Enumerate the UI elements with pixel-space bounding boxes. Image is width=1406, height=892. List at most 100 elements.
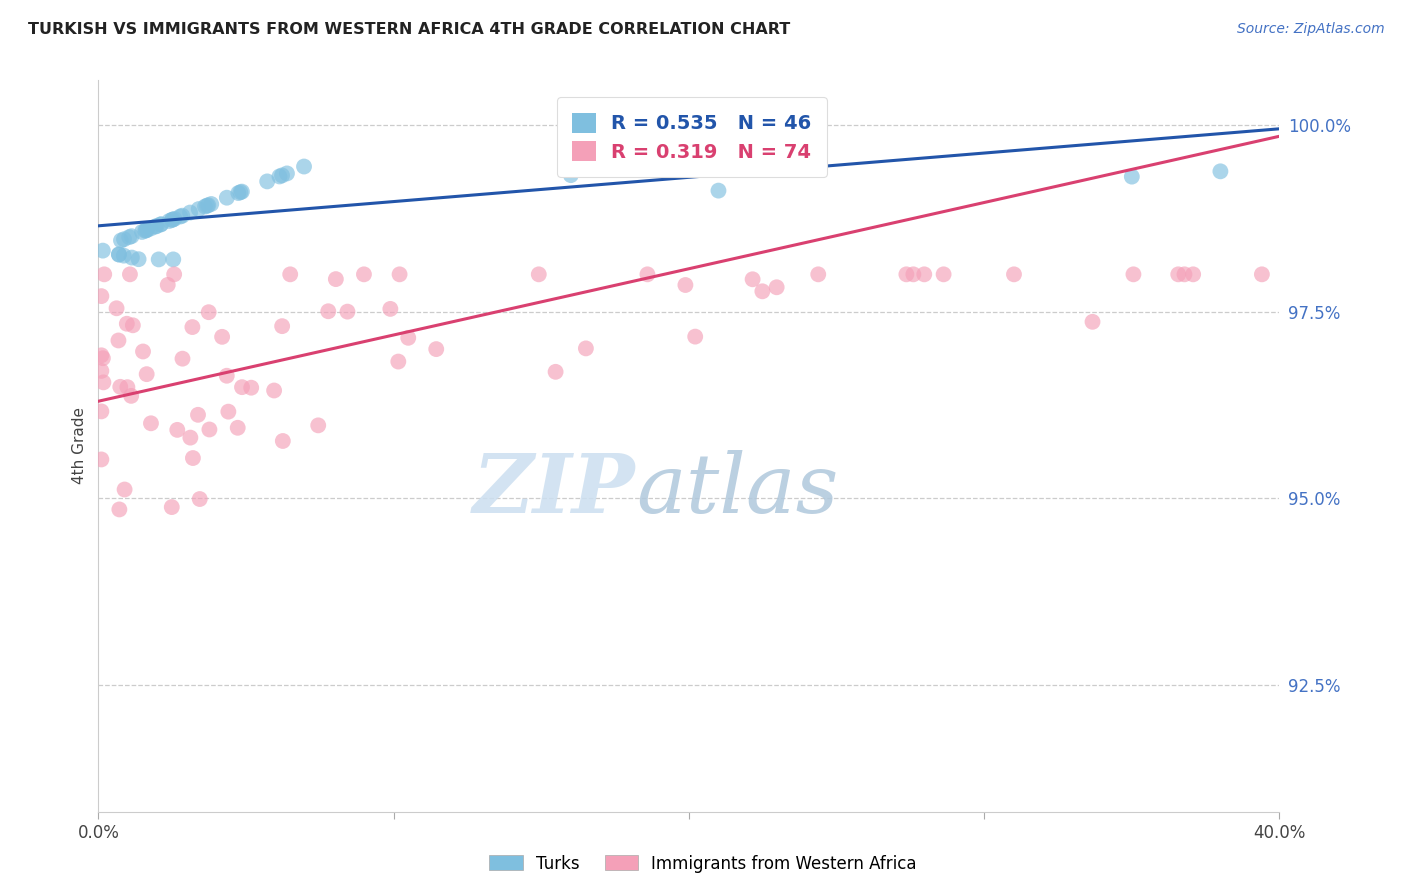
Point <box>707 184 730 198</box>
Point <box>110 380 132 394</box>
Point <box>187 202 209 216</box>
Point <box>188 491 211 506</box>
Point <box>231 380 253 394</box>
Point <box>135 367 157 381</box>
Point <box>181 320 204 334</box>
Point <box>157 214 180 228</box>
Point <box>217 404 239 418</box>
Point <box>396 331 419 345</box>
Point <box>278 268 301 282</box>
Point <box>187 408 209 422</box>
Point <box>353 268 375 282</box>
Point <box>1251 268 1274 282</box>
Point <box>200 197 222 211</box>
Point <box>148 252 170 267</box>
Text: Source: ZipAtlas.com: Source: ZipAtlas.com <box>1237 22 1385 37</box>
Point <box>271 319 294 334</box>
Point <box>150 217 173 231</box>
Point <box>194 200 217 214</box>
Point <box>903 268 925 282</box>
Point <box>169 210 191 224</box>
Point <box>112 232 135 246</box>
Point <box>276 166 298 180</box>
Point <box>112 249 135 263</box>
Point <box>215 368 238 383</box>
Point <box>110 234 132 248</box>
Point <box>162 212 184 227</box>
Point <box>636 268 658 282</box>
Point <box>807 268 830 282</box>
Point <box>197 198 219 212</box>
Point <box>683 329 706 343</box>
Point <box>896 268 918 282</box>
Point <box>307 418 329 433</box>
Text: TURKISH VS IMMIGRANTS FROM WESTERN AFRICA 4TH GRADE CORRELATION CHART: TURKISH VS IMMIGRANTS FROM WESTERN AFRIC… <box>28 22 790 37</box>
Point <box>90 364 112 378</box>
Point <box>271 169 294 183</box>
Y-axis label: 4th Grade: 4th Grade <box>72 408 87 484</box>
Point <box>121 229 143 244</box>
Point <box>1121 169 1143 184</box>
Point <box>117 380 139 394</box>
Point <box>181 450 204 465</box>
Point <box>108 247 131 261</box>
Point <box>292 160 315 174</box>
Point <box>1173 268 1195 282</box>
Point <box>195 199 218 213</box>
Point <box>121 318 143 333</box>
Point <box>269 169 291 184</box>
Point <box>544 365 567 379</box>
Point <box>228 186 250 200</box>
Point <box>162 252 184 267</box>
Point <box>172 209 194 223</box>
Point <box>132 344 155 359</box>
Point <box>118 230 141 244</box>
Point <box>229 186 252 200</box>
Point <box>231 185 253 199</box>
Point <box>226 421 249 435</box>
Point <box>166 423 188 437</box>
Point <box>90 404 112 418</box>
Point <box>121 251 143 265</box>
Point <box>145 219 167 234</box>
Point <box>135 223 157 237</box>
Point <box>380 301 402 316</box>
Point <box>143 219 166 234</box>
Point <box>91 351 114 366</box>
Point <box>1081 315 1104 329</box>
Point <box>160 212 183 227</box>
Point <box>139 221 162 235</box>
Point <box>527 268 550 282</box>
Point <box>263 384 285 398</box>
Point <box>163 268 186 282</box>
Point <box>90 452 112 467</box>
Point <box>114 483 136 497</box>
Point <box>163 211 186 226</box>
Legend: Turks, Immigrants from Western Africa: Turks, Immigrants from Western Africa <box>482 848 924 880</box>
Point <box>271 434 294 448</box>
Point <box>575 342 598 356</box>
Point <box>932 268 955 282</box>
Point <box>1182 268 1205 282</box>
Point <box>425 342 447 356</box>
Point <box>108 502 131 516</box>
Point <box>107 334 129 348</box>
Point <box>387 354 409 368</box>
Point <box>215 191 238 205</box>
Point <box>128 252 150 267</box>
Point <box>160 500 183 514</box>
Point <box>673 278 696 293</box>
Point <box>765 280 787 294</box>
Point <box>139 417 162 431</box>
Legend: R = 0.535   N = 46, R = 0.319   N = 74: R = 0.535 N = 46, R = 0.319 N = 74 <box>557 97 827 178</box>
Point <box>115 317 138 331</box>
Point <box>105 301 128 316</box>
Point <box>136 223 159 237</box>
Point <box>1122 268 1144 282</box>
Point <box>172 351 194 366</box>
Point <box>93 268 115 282</box>
Point <box>211 330 233 344</box>
Point <box>1209 164 1232 178</box>
Text: atlas: atlas <box>636 450 838 530</box>
Point <box>131 225 153 239</box>
